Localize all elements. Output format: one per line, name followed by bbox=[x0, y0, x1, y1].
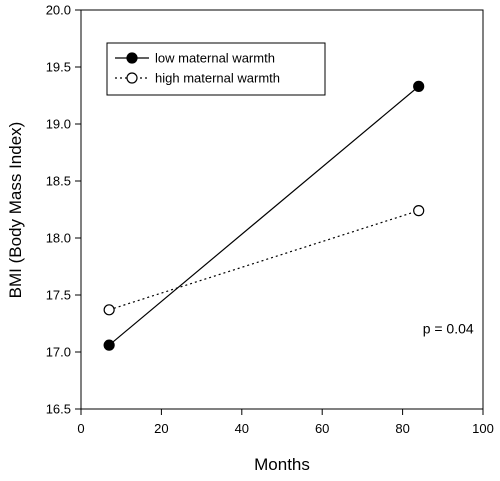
legend-label: high maternal warmth bbox=[155, 71, 280, 86]
x-tick-label: 0 bbox=[77, 421, 84, 436]
y-tick-label: 17.0 bbox=[46, 345, 71, 360]
series-layer bbox=[103, 80, 425, 351]
annotations: p = 0.04 bbox=[423, 321, 474, 337]
series-line-high-maternal-warmth bbox=[108, 210, 419, 311]
y-tick-label: 18.0 bbox=[46, 231, 71, 246]
x-tick-label: 20 bbox=[154, 421, 168, 436]
plot-frame bbox=[80, 9, 484, 410]
y-tick-label: 19.0 bbox=[46, 117, 71, 132]
x-tick-label: 40 bbox=[235, 421, 249, 436]
data-point-high-maternal-warmth bbox=[103, 304, 115, 316]
data-point-low-maternal-warmth bbox=[103, 339, 115, 351]
p-value-annotation: p = 0.04 bbox=[423, 321, 474, 337]
y-tick-label: 20.0 bbox=[46, 3, 71, 18]
data-point-low-maternal-warmth bbox=[413, 80, 425, 92]
x-axis-label: Months bbox=[254, 455, 310, 474]
x-axis-ticks: 0 20 40 60 80 100 bbox=[77, 409, 494, 436]
y-axis-ticks: 16.5 17.0 17.5 18.0 18.5 19.0 19.5 20.0 bbox=[46, 3, 81, 417]
legend-marker-low-maternal-warmth bbox=[126, 52, 138, 64]
series-line-low-maternal-warmth bbox=[108, 85, 420, 346]
legend: low maternal warmth high maternal warmth bbox=[106, 42, 326, 96]
legend-box bbox=[106, 42, 326, 96]
y-tick-label: 19.5 bbox=[46, 60, 71, 75]
legend-label: low maternal warmth bbox=[155, 51, 275, 66]
y-axis-label: BMI (Body Mass Index) bbox=[6, 122, 25, 299]
data-point-high-maternal-warmth bbox=[413, 205, 425, 217]
x-tick-label: 100 bbox=[472, 421, 494, 436]
x-tick-label: 80 bbox=[395, 421, 409, 436]
legend-marker-high-maternal-warmth bbox=[126, 72, 138, 84]
x-tick-label: 60 bbox=[315, 421, 329, 436]
y-tick-label: 17.5 bbox=[46, 288, 71, 303]
y-tick-label: 16.5 bbox=[46, 402, 71, 417]
y-tick-label: 18.5 bbox=[46, 174, 71, 189]
